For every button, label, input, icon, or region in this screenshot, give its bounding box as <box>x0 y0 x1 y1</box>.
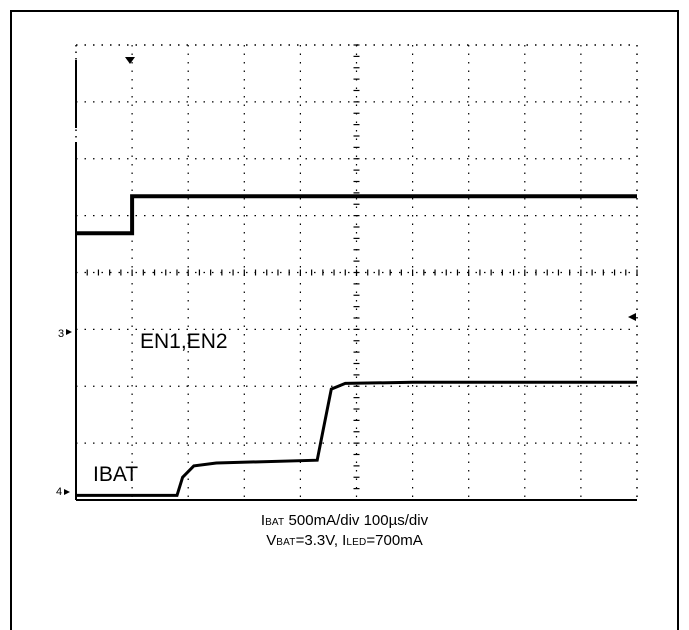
series-label-ibat: IBAT <box>93 463 138 486</box>
caption-line-1: IBAT 500mA/div 100µs/div <box>260 512 429 529</box>
caption-line-2: VBAT=3.3V, ILED=700mA <box>266 532 423 549</box>
channel-4-arrow <box>64 489 70 495</box>
series-en-trace <box>76 194 637 236</box>
channel-3-marker: 3 <box>58 328 64 340</box>
figure-frame <box>10 10 679 630</box>
oscilloscope-chart: 3 4 EN1,EN2 IBAT <box>56 44 638 501</box>
channel-4-marker: 4 <box>56 486 62 498</box>
trigger-level-marker <box>628 313 636 321</box>
series-ibat-trace <box>76 380 637 497</box>
channel-3-arrow <box>66 329 72 335</box>
series-label-en: EN1,EN2 <box>140 330 228 353</box>
trigger-position-marker <box>125 57 135 64</box>
center-ticks <box>75 44 638 501</box>
